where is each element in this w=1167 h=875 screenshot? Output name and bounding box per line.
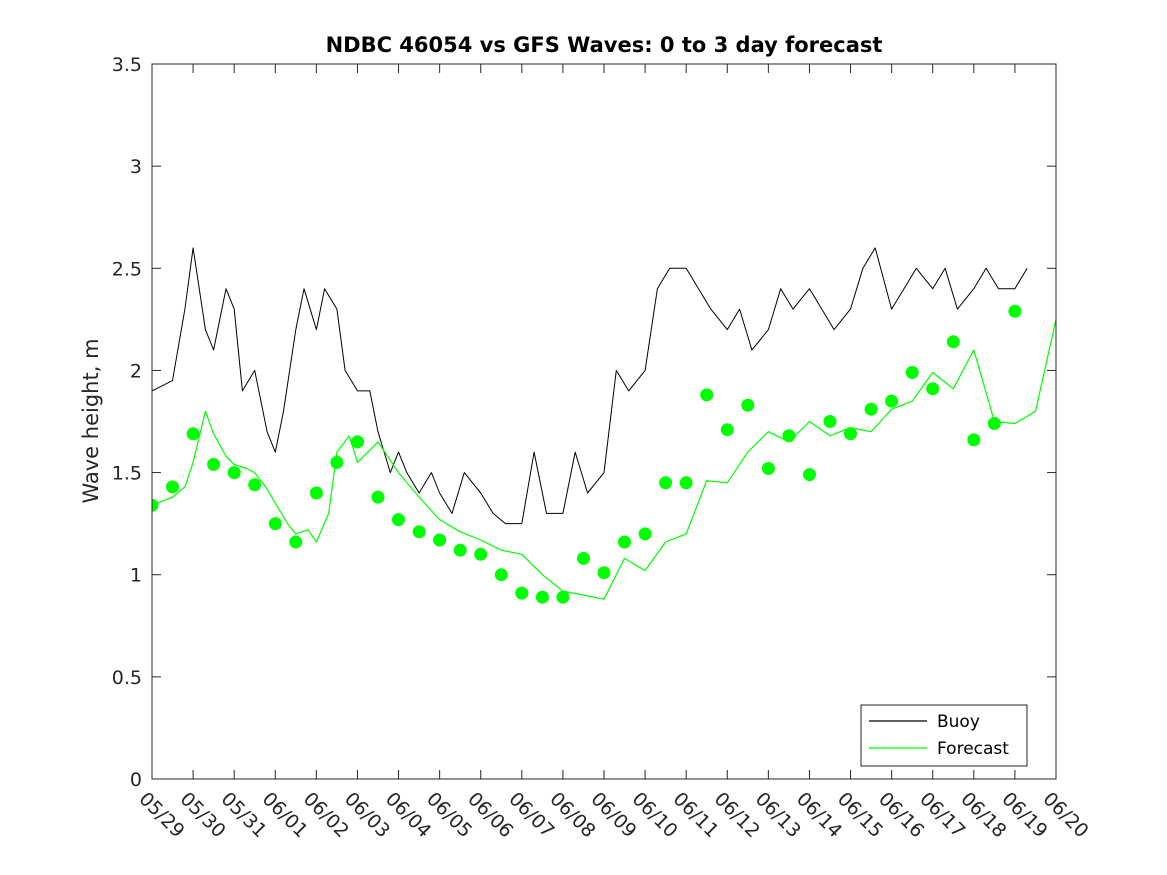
y-tick-label: 1.5 xyxy=(112,463,142,485)
forecast-marker xyxy=(844,427,857,441)
legend: Buoy Forecast xyxy=(860,704,1028,767)
forecast-marker xyxy=(227,466,241,480)
plot-area xyxy=(152,64,1056,779)
y-tick-label: 2 xyxy=(130,360,142,382)
plot-background xyxy=(152,64,1056,779)
forecast-marker xyxy=(309,486,323,500)
legend-box xyxy=(860,704,1028,767)
forecast-marker xyxy=(987,417,1001,430)
forecast-marker xyxy=(268,517,282,531)
y-axis-label: Wave height, m xyxy=(79,338,103,503)
y-tick-label: 3.5 xyxy=(112,54,142,76)
forecast-marker xyxy=(761,462,775,475)
legend-label-buoy: Buoy xyxy=(937,712,980,732)
forecast-marker xyxy=(905,366,919,379)
forecast-marker xyxy=(782,429,796,443)
forecast-marker xyxy=(720,423,734,437)
forecast-marker xyxy=(433,533,447,547)
forecast-marker xyxy=(289,535,303,549)
y-tick-label: 3 xyxy=(130,156,142,178)
forecast-marker xyxy=(412,525,426,539)
forecast-marker xyxy=(453,543,467,557)
forecast-marker xyxy=(638,527,652,541)
forecast-marker xyxy=(741,398,755,412)
forecast-marker xyxy=(1008,304,1022,318)
forecast-marker xyxy=(864,402,878,416)
forecast-marker xyxy=(515,586,529,600)
forecast-marker xyxy=(207,457,221,471)
forecast-marker xyxy=(371,490,385,504)
forecast-marker xyxy=(597,566,611,580)
forecast-marker xyxy=(494,568,508,582)
forecast-marker xyxy=(823,415,837,428)
forecast-marker xyxy=(556,590,570,604)
forecast-marker xyxy=(152,498,159,512)
forecast-marker xyxy=(474,547,488,561)
forecast-marker xyxy=(946,335,960,349)
forecast-marker xyxy=(330,455,344,469)
forecast-marker xyxy=(679,476,693,490)
forecast-marker xyxy=(659,476,673,490)
forecast-marker xyxy=(535,590,549,604)
forecast-marker xyxy=(967,433,981,447)
forecast-marker xyxy=(166,480,179,494)
data-group xyxy=(152,247,1056,604)
y-tick-label: 2.5 xyxy=(112,258,142,280)
chart-title: NDBC 46054 vs GFS Waves: 0 to 3 day fore… xyxy=(326,33,883,57)
forecast-marker xyxy=(700,388,714,402)
forecast-marker xyxy=(248,478,262,492)
legend-label-forecast: Forecast xyxy=(937,739,1009,759)
series-line-forecast xyxy=(152,319,1056,600)
series-line-buoy xyxy=(152,247,1028,525)
forecast-marker xyxy=(618,535,631,549)
forecast-marker xyxy=(926,382,940,396)
y-tick-label: 0.5 xyxy=(112,667,142,689)
forecast-marker xyxy=(351,435,364,449)
forecast-marker xyxy=(392,513,405,527)
forecast-marker xyxy=(803,468,816,482)
y-tick-label: 0 xyxy=(130,769,142,791)
forecast-marker xyxy=(577,551,590,565)
y-tick-label: 1 xyxy=(130,565,142,587)
forecast-marker xyxy=(186,427,200,441)
forecast-marker xyxy=(885,394,899,408)
